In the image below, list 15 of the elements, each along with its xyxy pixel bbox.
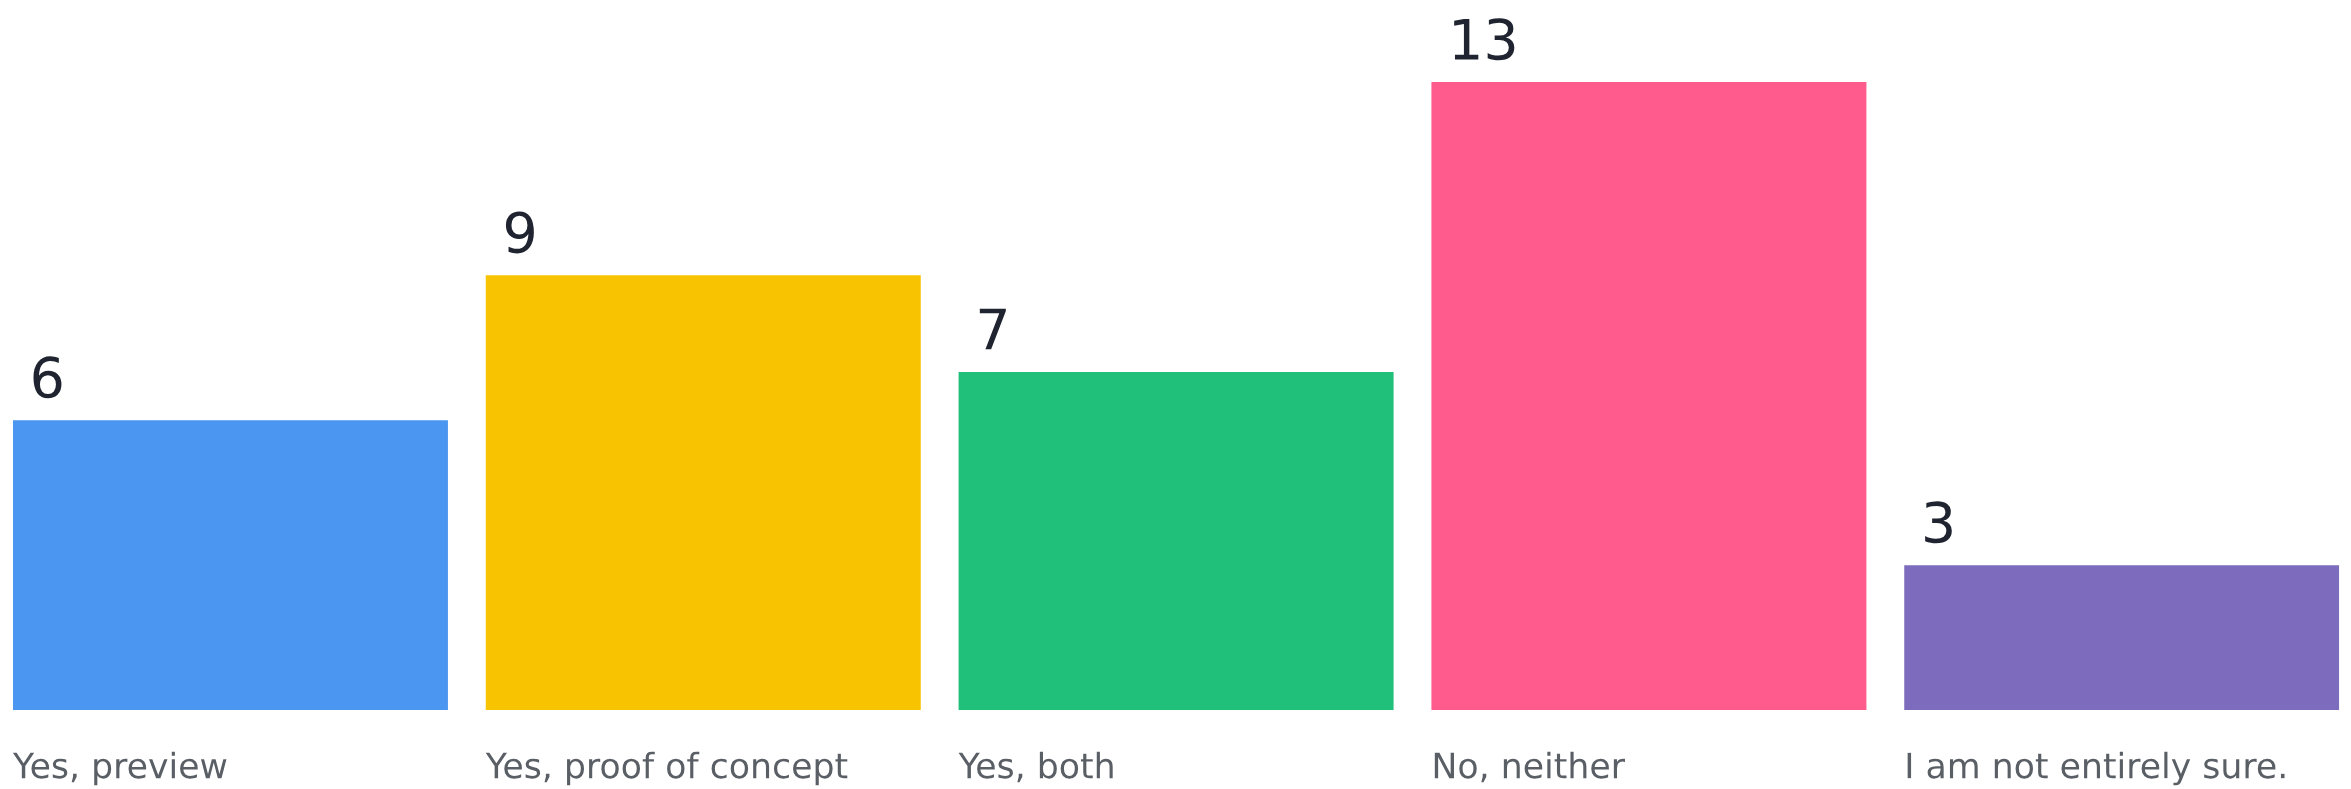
x-tick-label: I am not entirely sure. xyxy=(1907,751,2285,786)
bar xyxy=(1431,82,1867,711)
x-tick-label: Yes, both xyxy=(958,751,1113,783)
bar xyxy=(485,275,921,711)
x-tick-label: No, neither xyxy=(1434,751,1625,783)
x-tick-label: Yes, proof of concept xyxy=(485,751,848,786)
bar xyxy=(958,371,1394,711)
x-tick-label: Yes, preview xyxy=(12,751,227,786)
bar xyxy=(12,420,448,711)
data-label: 9 xyxy=(505,211,534,254)
bar xyxy=(1904,565,2340,711)
data-label: 13 xyxy=(1454,18,1515,61)
data-label: 7 xyxy=(979,308,1006,350)
data-label: 6 xyxy=(33,356,62,399)
data-label: 3 xyxy=(1925,501,1952,544)
